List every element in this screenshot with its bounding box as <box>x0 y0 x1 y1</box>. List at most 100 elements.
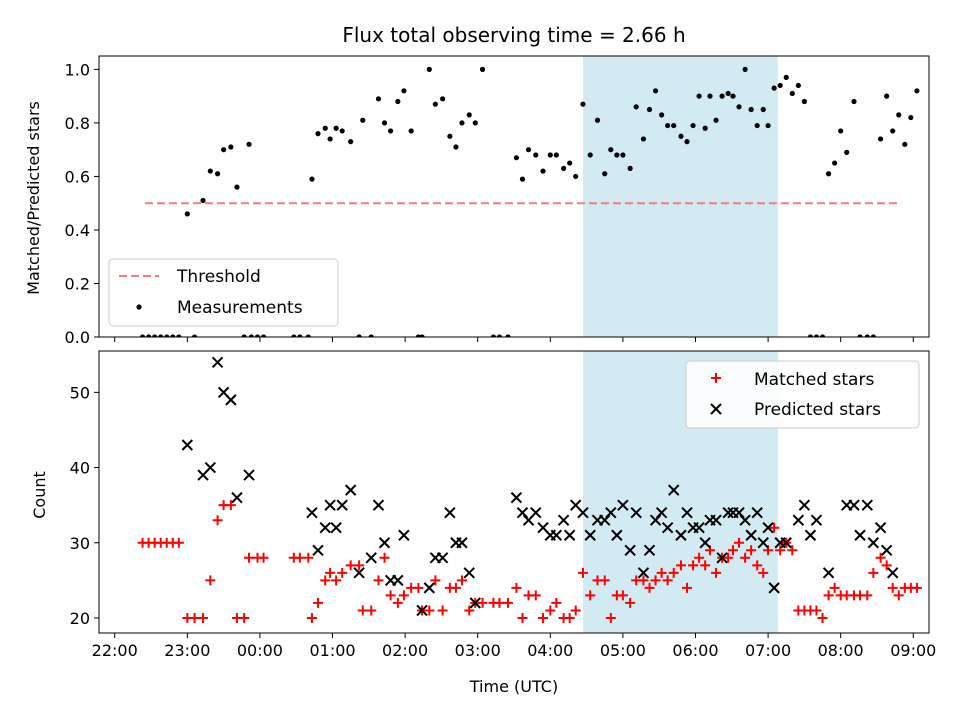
measurement-point <box>567 160 573 166</box>
measurement-point <box>684 139 690 145</box>
predicted-star-point <box>624 544 636 556</box>
predicted-star-point <box>577 506 589 519</box>
measurement-point <box>395 98 401 105</box>
matched-star-point <box>294 552 305 563</box>
measurement-point <box>608 147 614 153</box>
matched-star-point <box>875 552 886 563</box>
measurement-point <box>453 144 459 150</box>
predicted-star-point <box>306 506 318 519</box>
measurement-point <box>348 139 354 145</box>
predicted-star-point <box>181 439 194 451</box>
measurement-point <box>381 120 388 126</box>
measurement-point <box>525 147 532 153</box>
matched-star-point <box>450 582 461 593</box>
predicted-star-point <box>710 514 722 526</box>
predicted-star-point <box>792 514 805 526</box>
bottom-legend: Matched stars Predicted stars <box>685 360 920 429</box>
measurement-point <box>914 88 920 94</box>
matched-star-point <box>413 582 424 593</box>
predicted-star-point <box>798 499 811 511</box>
x-axis-label: Time (UTC) <box>469 677 558 696</box>
top-axes-frame <box>98 55 930 338</box>
matched-star-point <box>337 567 348 578</box>
measurement-point <box>678 133 684 139</box>
top-y-tick-label: 0.0 <box>65 328 90 347</box>
measurement-point <box>620 152 626 158</box>
matched-star-point <box>354 560 365 571</box>
measurement-point <box>419 334 425 337</box>
predicted-star-point <box>336 499 348 511</box>
predicted-star-point <box>733 506 745 519</box>
measurement-point <box>191 334 198 337</box>
measurement-point <box>896 112 902 118</box>
legend-predicted-label: Predicted stars <box>754 400 881 420</box>
matched-star-point <box>303 552 314 563</box>
measurement-point <box>459 120 465 126</box>
bottom-panel: 20 30 40 50 22:00 23:00 00:00 01:00 02:00 03:00 04… <box>70 350 936 660</box>
matched-star-point <box>306 612 317 623</box>
predicted-star-point <box>416 604 428 617</box>
measurement-point <box>360 117 366 123</box>
measurement-point <box>580 101 586 107</box>
bottom-y-tick-label: 20 <box>70 609 90 628</box>
matched-star-point <box>829 582 840 593</box>
measurement-point <box>754 122 760 129</box>
matched-star-point <box>817 612 828 623</box>
predicted-star-point <box>319 522 331 534</box>
measurement-point <box>902 141 908 147</box>
matched-star-point <box>675 560 686 571</box>
matched-star-point <box>212 515 223 526</box>
predicted-star-point <box>617 499 629 511</box>
matched-star-point <box>564 612 575 623</box>
measurement-point <box>184 211 190 217</box>
matched-star-point <box>746 545 757 556</box>
matched-star-point <box>198 612 209 623</box>
measurement-point <box>884 93 890 99</box>
matched-star-point <box>258 552 269 563</box>
predicted-star-point <box>681 506 693 519</box>
matched-star-point <box>345 560 356 571</box>
matched-star-point <box>244 552 255 563</box>
matched-star-point <box>494 597 505 608</box>
measurement-point <box>801 98 807 105</box>
measurement-point <box>505 334 511 337</box>
measurement-point <box>864 334 870 337</box>
x-tick-label: 06:00 <box>672 641 718 660</box>
measurement-point <box>547 152 553 158</box>
legend-measurements-label: Measurements <box>177 298 303 318</box>
measurement-point <box>513 155 520 161</box>
measurement-point <box>472 120 478 126</box>
predicted-star-point <box>353 567 365 579</box>
measurement-point <box>870 334 876 337</box>
matched-star-point <box>437 605 448 616</box>
measurement-point <box>690 122 696 129</box>
matched-star-point <box>320 575 331 586</box>
measurement-point <box>614 152 620 158</box>
matched-star-point <box>823 590 834 601</box>
legend-matched-swatch <box>711 373 721 383</box>
predicted-star-point <box>637 567 650 579</box>
measurement-point <box>315 131 321 137</box>
top-y-tick-label: 0.2 <box>65 274 90 293</box>
matched-star-point <box>723 552 734 563</box>
predicted-star-point <box>848 499 860 511</box>
matched-star-point <box>711 567 722 578</box>
predicted-star-point <box>643 544 656 556</box>
matched-star-point <box>538 612 549 623</box>
legend-threshold-label: Threshold <box>176 267 261 287</box>
predicted-star-point <box>716 552 728 564</box>
matched-star-point <box>225 500 236 511</box>
x-tick-label: 03:00 <box>455 641 501 660</box>
measurement-point <box>736 104 742 110</box>
measurement-point <box>164 334 170 337</box>
matched-star-point <box>239 612 250 623</box>
matched-star-point <box>644 582 655 593</box>
legend-box <box>108 258 339 327</box>
measurement-point <box>214 171 221 177</box>
matched-star-point <box>398 590 409 601</box>
measurement-point <box>200 197 206 204</box>
measurement-point <box>640 136 647 142</box>
predicted-star-point <box>510 491 523 504</box>
predicted-star-point <box>661 522 674 534</box>
